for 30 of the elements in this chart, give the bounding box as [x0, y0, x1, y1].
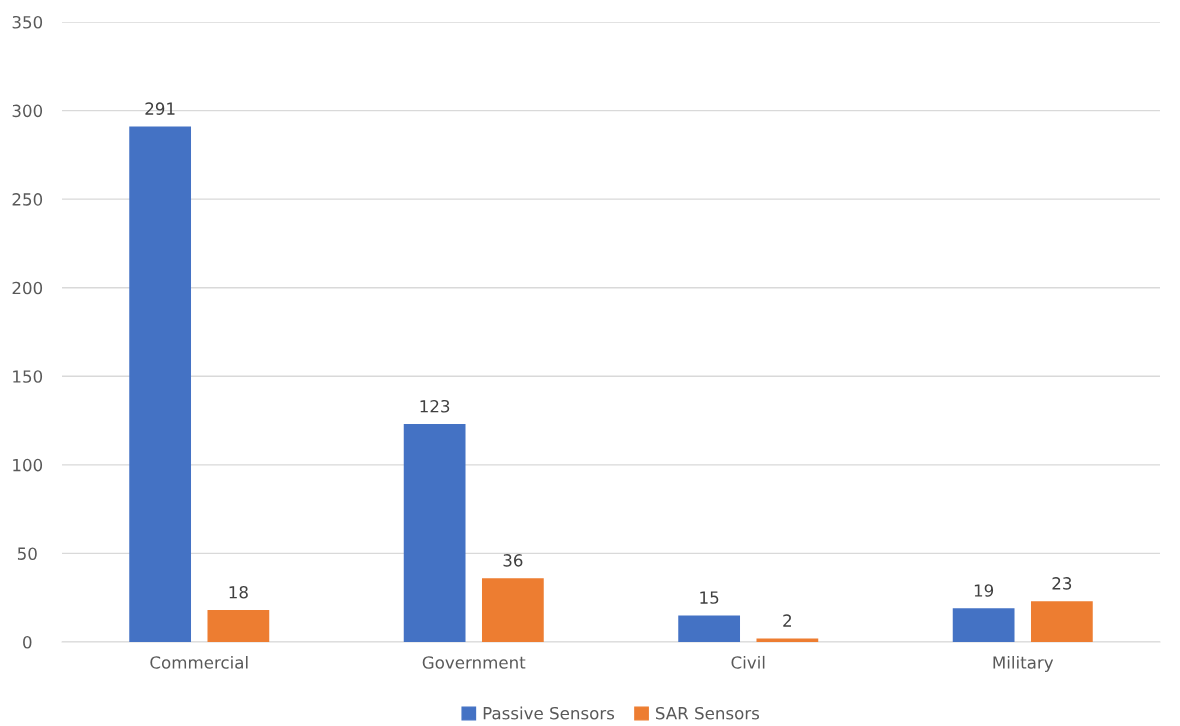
y-tick-label: 200 — [12, 281, 43, 295]
bar — [481, 578, 544, 642]
bar — [207, 610, 270, 642]
data-label: 19 — [974, 584, 994, 597]
y-tick-label: 150 — [13, 370, 43, 383]
legend-label: Passive Sensors — [483, 706, 615, 720]
data-label: 291 — [145, 102, 175, 115]
bar — [756, 638, 819, 642]
x-tick-label: Civil — [731, 655, 765, 669]
bar — [952, 608, 1015, 642]
y-tick-label: 250 — [12, 193, 43, 206]
y-tick-label: 300 — [12, 104, 43, 118]
data-label: 2 — [783, 614, 791, 627]
y-tick-label: 100 — [13, 458, 43, 472]
bar — [403, 424, 466, 642]
x-tick-label: Military — [993, 655, 1054, 673]
data-label: 123 — [420, 399, 450, 413]
y-tick-label: 0 — [23, 635, 32, 649]
data-label: 23 — [1052, 577, 1072, 590]
data-label: 36 — [503, 554, 523, 567]
bar — [678, 615, 741, 642]
data-label: 15 — [700, 591, 719, 604]
data-label: 18 — [229, 585, 248, 599]
x-tick-label: Commercial — [150, 655, 248, 669]
y-tick-label: 350 — [12, 15, 43, 29]
y-tick-label: 50 — [17, 547, 37, 560]
legend-label: SAR Sensors — [655, 706, 760, 720]
bar — [1030, 601, 1093, 642]
bar — [129, 126, 192, 642]
x-tick-label: Government — [422, 656, 526, 669]
